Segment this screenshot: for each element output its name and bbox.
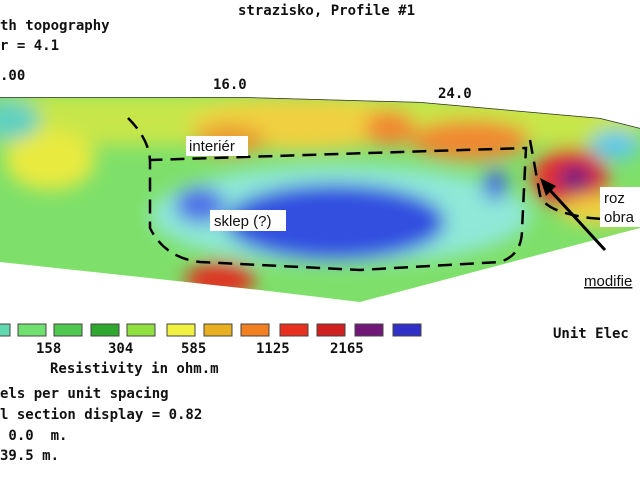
x-tick-label: .00 [0, 68, 25, 84]
legend-unit: Unit Elec [553, 326, 629, 342]
footer-line: 39.5 m. [0, 448, 59, 464]
x-tick-label: 16.0 [213, 77, 247, 93]
legend-label: 585 [181, 341, 206, 357]
annotation: sklep (?) [214, 213, 272, 230]
annotation: obra [604, 209, 635, 226]
label-bg [210, 210, 286, 231]
annotation: interiér [189, 138, 235, 155]
legend-label: 304 [108, 341, 133, 357]
resistivity-section [0, 97, 640, 302]
title: strazisko, Profile #1 [238, 3, 415, 19]
header-line: r = 4.1 [0, 38, 59, 54]
legend-swatches [0, 323, 422, 337]
x-tick-label: 24.0 [438, 86, 472, 102]
legend-label: 158 [36, 341, 61, 357]
footer-line: l section display = 0.82 [0, 407, 202, 423]
label-bg [580, 270, 640, 292]
annotation: modifie [584, 273, 632, 290]
legend-title: Resistivity in ohm.m [50, 361, 219, 377]
label-bg [600, 187, 640, 227]
footer-line: els per unit spacing [0, 386, 169, 402]
label-bg [186, 136, 248, 156]
legend-label: 2165 [330, 341, 364, 357]
annotation: roz [604, 190, 625, 207]
header-line: th topography [0, 18, 110, 34]
footer-line: 0.0 m. [0, 428, 67, 444]
legend-label: 1125 [256, 341, 290, 357]
outline [127, 117, 640, 272]
arrow [540, 178, 607, 252]
